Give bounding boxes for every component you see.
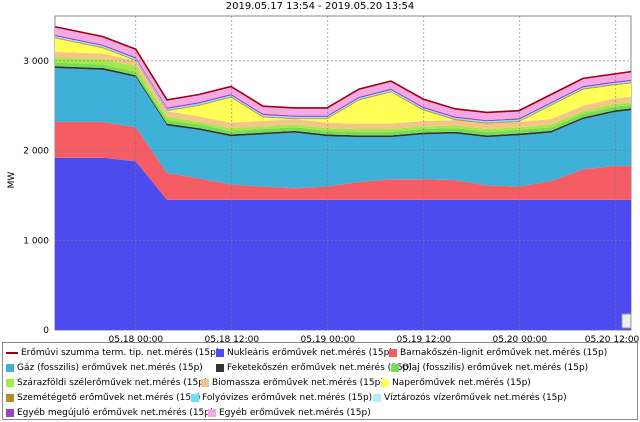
- y-axis: 0 1 000 2 000 3 000: [23, 57, 49, 336]
- oil-swatch: [391, 364, 399, 372]
- legend-item-hardcoal: Feketekőszén erőművek net.mérés (15p): [216, 363, 412, 373]
- area-series-0: [55, 157, 631, 330]
- stacked-areas: [55, 26, 631, 330]
- x-tick-label: 05.20 12:00: [585, 335, 640, 342]
- legend-item-other-renewable: Egyéb megújuló erőművek net.mérés (15p): [6, 408, 214, 418]
- chart-title: 2019.05.17 13:54 - 2019.05.20 13:54: [226, 1, 414, 12]
- x-axis: 05.18 00:00 05.18 12:00 05.19 00:00 05.19 1…: [109, 335, 640, 342]
- area-series-12: [55, 26, 631, 121]
- wind-swatch: [6, 379, 14, 387]
- x-tick-label: 05.20 00:00: [493, 335, 548, 342]
- area-series-2: [55, 68, 631, 189]
- legend-label: Szárazföldi szélerőművek net.mérés (15p): [17, 378, 208, 388]
- legend-label: Folyóvizes erőművek net.mérés (15p): [202, 393, 373, 403]
- other-swatch: [208, 409, 216, 417]
- legend-item-nuclear: Nukleáris erőművek net.mérés (15p): [216, 348, 393, 358]
- legend-label: Biomassza erőművek net.mérés (15p): [212, 378, 384, 388]
- lignite-swatch: [389, 349, 397, 357]
- legend-item-lignite: Barnakőszén-lignit erőművek net.mérés (1…: [389, 348, 607, 358]
- legend-item-reservoir: Víztározós vízerőművek net.mérés (15p): [373, 393, 567, 403]
- zoom-button[interactable]: [621, 313, 632, 329]
- legend-item-gas: Gáz (fosszilis) erőművek net.mérés (15p): [6, 363, 203, 373]
- legend-label: Egyéb erőművek net.mérés (15p): [219, 408, 371, 418]
- legend-item-waste: Szemétégető erőművek net.mérés (15p): [6, 393, 200, 403]
- x-tick-label: 05.18 12:00: [205, 335, 260, 342]
- total-line: [54, 25, 632, 114]
- legend-label: Erőművi szumma term. tip. net.mérés (15p…: [21, 348, 220, 358]
- legend-label: Szemétégető erőművek net.mérés (15p): [17, 393, 201, 403]
- legend-item-biomass: Biomassza erőművek net.mérés (15p): [201, 378, 384, 388]
- x-tick-label: 05.19 12:00: [397, 335, 452, 342]
- y-tick-label: 3 000: [23, 57, 49, 67]
- gridlines: [55, 16, 631, 331]
- biomass-swatch: [201, 379, 209, 387]
- legend-label: Feketekőszén erőművek net.mérés (15p): [227, 363, 412, 373]
- y-tick-label: 0: [43, 326, 49, 336]
- legend-item-other: Egyéb erőművek net.mérés (15p): [208, 408, 371, 418]
- legend-label: Naperőművek net.mérés (15p): [392, 378, 531, 388]
- legend-label: Gáz (fosszilis) erőművek net.mérés (15p): [17, 363, 203, 373]
- nuclear-swatch: [216, 349, 224, 357]
- legend-item-total: Erőművi szumma term. tip. net.mérés (15p…: [6, 348, 219, 358]
- legend-label: Nukleáris erőművek net.mérés (15p): [227, 348, 393, 358]
- solar-swatch: [381, 379, 389, 387]
- area-series-4: [55, 62, 631, 136]
- total-line-swatch: [6, 352, 18, 354]
- x-tick-label: 05.19 00:00: [301, 335, 356, 342]
- other-renewable-swatch: [6, 409, 14, 417]
- reservoir-swatch: [373, 394, 381, 402]
- x-tick-label: 05.18 00:00: [109, 335, 164, 342]
- legend-item-solar: Naperőművek net.mérés (15p): [381, 378, 531, 388]
- y-tick-label: 1 000: [23, 236, 49, 246]
- legend-label: Olaj (fosszilis) erőművek net.mérés (15p…: [402, 363, 589, 373]
- gas-swatch: [6, 364, 14, 372]
- legend-label: Víztározós vízerőművek net.mérés (15p): [384, 393, 567, 403]
- area-series-1: [55, 121, 631, 200]
- legend-item-wind: Szárazföldi szélerőművek net.mérés (15p): [6, 378, 207, 388]
- area-series-6: [55, 51, 631, 130]
- chart: 2019.05.17 13:54 - 2019.05.20 13:54 MW 0…: [7, 1, 640, 342]
- waste-swatch: [6, 394, 14, 402]
- y-tick-label: 2 000: [23, 147, 49, 157]
- area-series-5: [55, 57, 631, 132]
- y-axis-label: MW: [7, 172, 17, 189]
- legend: Erőművi szumma term. tip. net.mérés (15p…: [2, 342, 638, 420]
- hardcoal-swatch: [216, 364, 224, 372]
- legend-item-river: Folyóvizes erőművek net.mérés (15p): [191, 393, 372, 403]
- legend-item-oil: Olaj (fosszilis) erőművek net.mérés (15p…: [391, 363, 588, 373]
- river-swatch: [191, 394, 199, 402]
- legend-label: Egyéb megújuló erőművek net.mérés (15p): [17, 408, 214, 418]
- legend-label: Barnakőszén-lignit erőművek net.mérés (1…: [400, 348, 608, 358]
